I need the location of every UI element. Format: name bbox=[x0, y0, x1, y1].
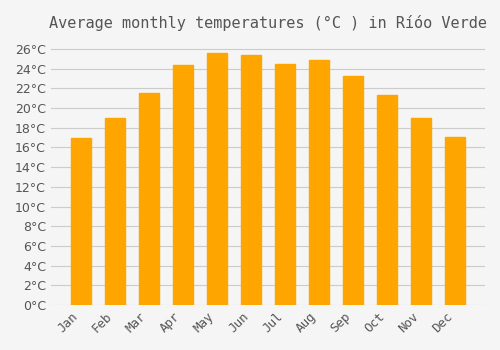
Bar bbox=[138, 93, 159, 305]
Bar bbox=[343, 76, 363, 305]
Bar bbox=[172, 65, 193, 305]
Bar bbox=[445, 136, 466, 305]
Bar bbox=[411, 118, 431, 305]
Bar bbox=[274, 64, 295, 305]
Bar bbox=[240, 55, 261, 305]
Bar bbox=[309, 60, 329, 305]
Bar bbox=[206, 53, 227, 305]
Bar bbox=[70, 138, 91, 305]
Bar bbox=[104, 118, 125, 305]
Title: Average monthly temperatures (°C ) in Ríóo Verde: Average monthly temperatures (°C ) in Rí… bbox=[49, 15, 487, 31]
Bar bbox=[377, 95, 397, 305]
